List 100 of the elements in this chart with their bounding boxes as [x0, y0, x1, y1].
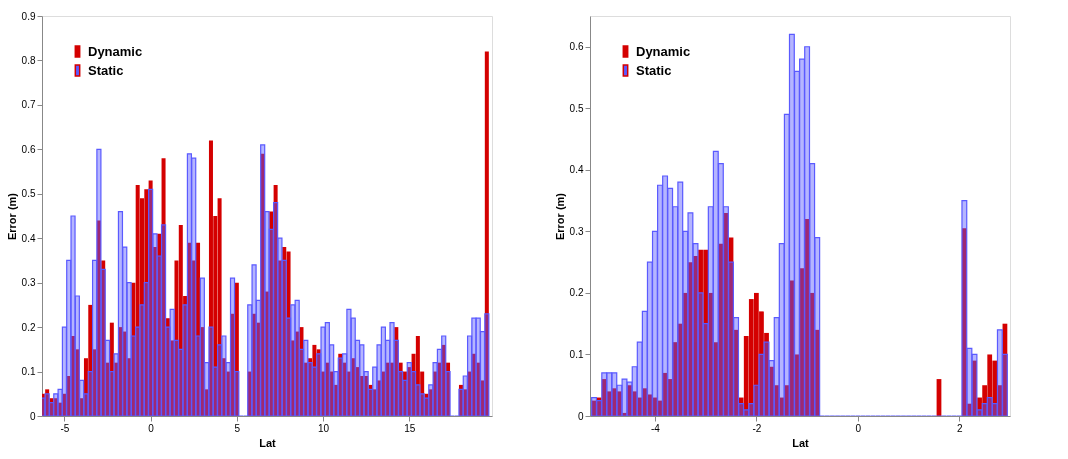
bar: [118, 327, 123, 416]
bar: [135, 184, 140, 416]
bar: [733, 316, 740, 416]
x-axis-title: Lat: [259, 436, 277, 449]
bar: [290, 304, 296, 416]
bar: [74, 295, 80, 416]
bar: [71, 336, 76, 416]
bar: [260, 153, 265, 416]
bar: [441, 335, 447, 416]
bar: [351, 358, 356, 416]
bar: [221, 335, 227, 416]
bar: [148, 180, 153, 416]
bar: [286, 251, 291, 416]
x-tick-label: 0: [148, 422, 155, 434]
bar: [126, 282, 132, 416]
y-tick-label: 0.3: [21, 277, 36, 289]
x-tick-label: 2: [956, 422, 963, 434]
bar: [389, 322, 395, 416]
bar: [312, 344, 317, 416]
bar: [70, 215, 76, 416]
bar: [692, 243, 699, 416]
bar: [722, 206, 729, 416]
bar: [385, 362, 390, 416]
bar: [42, 393, 45, 416]
bar: [402, 379, 408, 416]
bar: [471, 353, 476, 416]
bar: [415, 384, 421, 416]
y-tick-label: 0.2: [569, 287, 584, 299]
bar: [307, 362, 313, 416]
legend-label: Static: [88, 62, 124, 78]
bar: [471, 317, 477, 416]
x-tick-label: -2: [752, 422, 762, 434]
bar: [814, 236, 821, 416]
y-tick-label: 0.8: [21, 54, 36, 66]
bar: [621, 378, 628, 416]
y-tick-label: 0.6: [21, 143, 36, 155]
y-tick-label: 0.4: [21, 232, 36, 244]
bar: [96, 148, 102, 416]
y-tick-label: 0: [577, 410, 584, 422]
bar: [299, 327, 304, 416]
x-tick-label: 0: [855, 422, 862, 434]
bar: [376, 344, 382, 416]
legend-label: Dynamic: [636, 43, 691, 59]
bar: [458, 388, 464, 416]
bar: [96, 220, 101, 416]
bar: [591, 396, 598, 416]
y-tick-label: 0.3: [569, 225, 584, 237]
bar: [217, 198, 222, 416]
bar: [320, 326, 326, 416]
bar: [234, 282, 239, 416]
bar: [122, 331, 127, 416]
bar: [996, 329, 1003, 416]
bar: [717, 163, 724, 416]
bar: [199, 277, 205, 416]
x-axis-title: Lat: [792, 436, 810, 449]
y-axis-title: Error (m): [5, 192, 18, 241]
bar: [196, 242, 201, 416]
legend-label: Static: [636, 62, 672, 78]
legend-label: Dynamic: [88, 43, 143, 59]
y-tick-label: 0.4: [569, 164, 584, 176]
x-tick-label: 5: [234, 422, 241, 434]
bar: [976, 409, 983, 416]
bar: [484, 313, 490, 416]
bar: [282, 247, 287, 416]
bar: [415, 336, 420, 416]
bar: [363, 370, 369, 416]
bar: [677, 181, 684, 416]
bar: [961, 200, 968, 416]
bar: [273, 184, 278, 416]
bar: [804, 46, 811, 416]
y-tick-label: 0.1: [21, 366, 36, 378]
bar: [195, 335, 201, 416]
y-tick-label: 0.6: [569, 41, 584, 53]
bar: [109, 322, 114, 416]
y-tick-label: 0.5: [21, 188, 36, 200]
bar: [316, 349, 321, 416]
y-tick-label: 0.9: [21, 10, 36, 22]
bar: [113, 353, 119, 416]
bar: [229, 277, 236, 416]
x-tick-label: -5: [60, 422, 70, 434]
bar: [346, 308, 352, 416]
x-tick-label: 15: [404, 422, 416, 434]
bar: [458, 384, 463, 416]
bar: [83, 393, 89, 416]
bar: [738, 403, 745, 416]
bar: [165, 326, 171, 416]
bar: [338, 353, 343, 416]
bar: [611, 372, 618, 416]
bar: [152, 233, 158, 416]
bar: [252, 313, 257, 416]
bar: [45, 389, 50, 416]
bar: [88, 304, 93, 416]
y-tick-label: 0.5: [569, 102, 584, 114]
bar: [182, 304, 188, 416]
bar: [277, 237, 283, 416]
bar: [687, 212, 694, 416]
bar: [234, 370, 240, 416]
bar: [763, 341, 770, 416]
bar: [57, 388, 63, 416]
y-tick-label: 0.2: [21, 321, 36, 333]
